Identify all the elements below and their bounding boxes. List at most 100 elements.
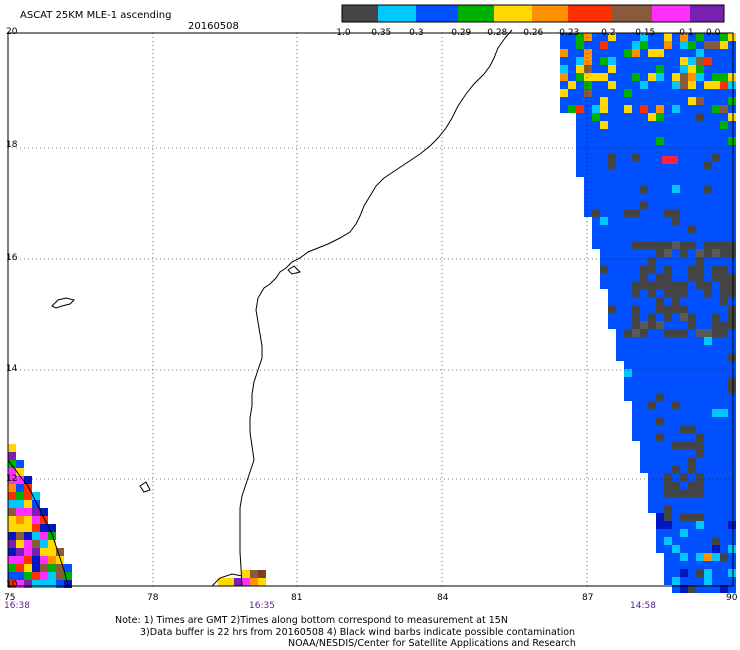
- swath-cell: [672, 441, 680, 449]
- swath-cell: [688, 257, 696, 265]
- swath-cell: [616, 169, 624, 177]
- swath-cell: [680, 209, 688, 217]
- swath-cell: [624, 385, 632, 393]
- swath-cell: [662, 156, 678, 164]
- swath-cell: [712, 545, 720, 553]
- swath-cell: [696, 481, 704, 489]
- swath-cell: [584, 201, 592, 209]
- swath-cell: [664, 33, 672, 41]
- swath-cell: [624, 97, 632, 105]
- swath-cell: [720, 121, 728, 129]
- swath-cell: [720, 257, 728, 265]
- swath-cell: [656, 121, 664, 129]
- swath-cell: [616, 305, 624, 313]
- swath-cell: [560, 73, 568, 81]
- swath-cell: [672, 465, 680, 473]
- swath-cell: [576, 89, 584, 97]
- swath-cell: [672, 225, 680, 233]
- swath-cell: [712, 505, 720, 513]
- swath-cell: [640, 385, 648, 393]
- swath-cell: [640, 241, 648, 249]
- swath-cell: [704, 481, 712, 489]
- swath-cell: [250, 570, 258, 578]
- swath-cell: [712, 345, 720, 353]
- swath-cell: [592, 81, 600, 89]
- swath-cell: [712, 481, 720, 489]
- swath-cell: [608, 65, 616, 73]
- swath-cell: [696, 441, 704, 449]
- swath-cell: [720, 81, 728, 89]
- swath-cell: [672, 121, 680, 129]
- swath-cell: [704, 273, 712, 281]
- swath-cell: [600, 137, 608, 145]
- swath-cell: [728, 577, 736, 585]
- swath-cell: [712, 81, 720, 89]
- swath-cell: [696, 513, 704, 521]
- swath-cell: [16, 532, 24, 540]
- swath-cell: [704, 329, 712, 337]
- swath-cell: [624, 353, 632, 361]
- colorbar-swatch: [342, 5, 378, 22]
- swath-cell: [8, 572, 16, 580]
- swath-cell: [672, 209, 680, 217]
- swath-cell: [664, 305, 672, 313]
- swath-cell: [704, 105, 712, 113]
- swath-cell: [616, 185, 624, 193]
- swath-cell: [704, 121, 712, 129]
- swath-cell: [704, 233, 712, 241]
- swath-cell: [688, 505, 696, 513]
- swath-cell: [688, 561, 696, 569]
- swath-cell: [656, 273, 664, 281]
- swath-cell: [592, 97, 600, 105]
- swath-cell: [600, 281, 608, 289]
- lat-label: 20: [6, 27, 18, 37]
- swath-cell: [704, 513, 712, 521]
- lon-label: 84: [437, 593, 449, 603]
- swath-cell: [696, 449, 704, 457]
- swath-cell: [712, 177, 720, 185]
- swath-cell: [640, 457, 648, 465]
- swath-cell: [656, 529, 664, 537]
- swath-cell: [648, 249, 656, 257]
- swath-cell: [664, 193, 672, 201]
- swath-cell: [664, 73, 672, 81]
- swath-cell: [672, 489, 680, 497]
- swath-cell: [16, 484, 24, 492]
- swath-cell: [48, 572, 56, 580]
- swath-cell: [656, 49, 664, 57]
- swath-cell: [728, 361, 736, 369]
- swath-cell: [704, 457, 712, 465]
- swath-cell: [704, 553, 712, 561]
- swath-cell: [24, 572, 32, 580]
- swath-cell: [616, 121, 624, 129]
- swath-cell: [728, 465, 736, 473]
- swath-cell: [8, 556, 16, 564]
- swath-cell: [688, 137, 696, 145]
- swath-cell: [560, 41, 568, 49]
- swath-cell: [704, 145, 712, 153]
- swath-cell: [664, 497, 672, 505]
- swath-cell: [48, 540, 56, 548]
- swath-cell: [712, 561, 720, 569]
- swath-cell: [704, 433, 712, 441]
- swath-cell: [712, 169, 720, 177]
- swath-cell: [704, 225, 712, 233]
- swath-cell: [672, 321, 680, 329]
- swath-cell: [608, 249, 616, 257]
- swath-cell: [584, 113, 592, 121]
- colorbar-swatch: [458, 5, 494, 22]
- swath-cell: [8, 516, 16, 524]
- swath-cell: [608, 313, 616, 321]
- swath-cell: [664, 425, 672, 433]
- swath-cell: [728, 473, 736, 481]
- swath-cell: [680, 513, 688, 521]
- swath-cell: [592, 177, 600, 185]
- swath-cell: [600, 129, 608, 137]
- swath-cell: [640, 369, 648, 377]
- swath-cell: [688, 353, 696, 361]
- swath-cell: [640, 449, 648, 457]
- swath-cell: [728, 185, 736, 193]
- swath-cell: [720, 449, 728, 457]
- swath-cell: [624, 273, 632, 281]
- swath-cell: [688, 361, 696, 369]
